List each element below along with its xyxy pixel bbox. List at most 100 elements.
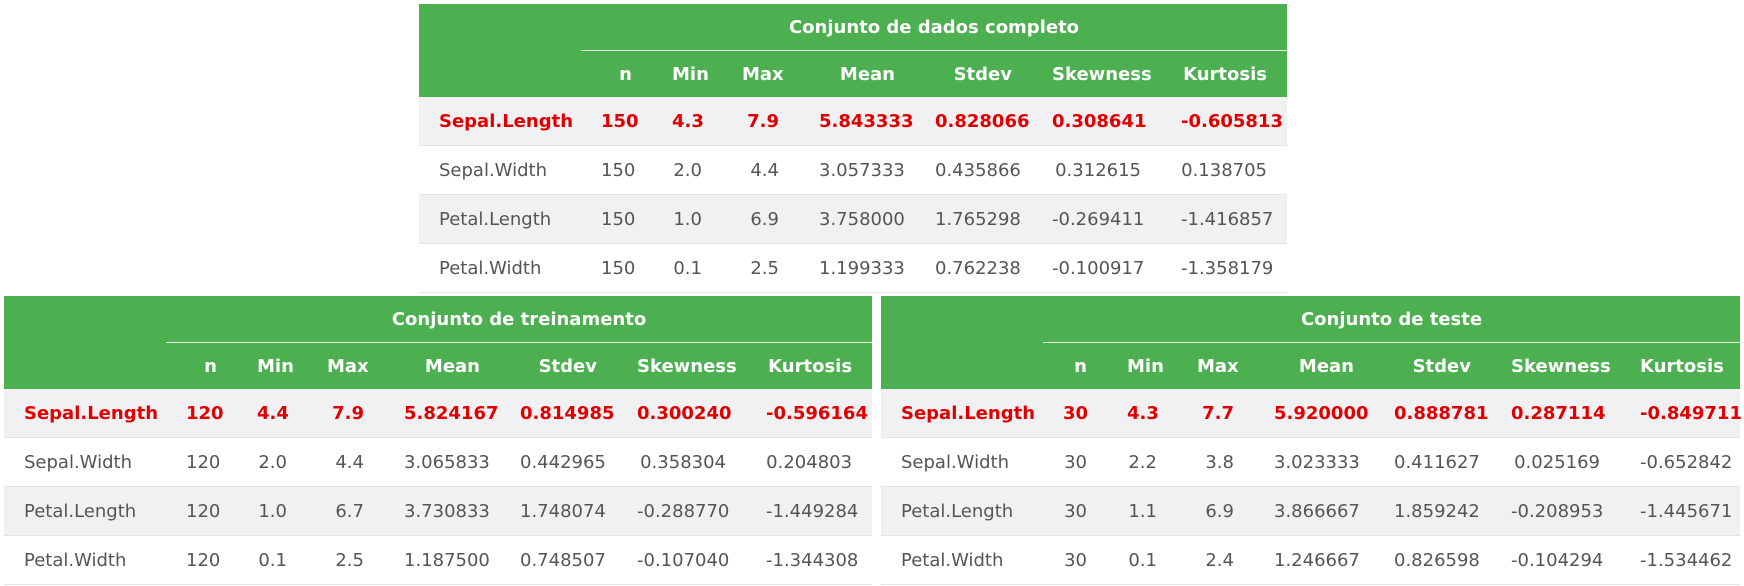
test-set-table: Conjunto de teste n Min Max Mean Stdev S…	[881, 296, 1742, 585]
table-row: Petal.Width 150 0.1 2.5 1.199333 0.762238 -0.1…	[419, 243, 1288, 293]
cell-mean: 3.758000	[799, 194, 915, 244]
table-row: Sepal.Length 30 4.3 7.7 5.920000 0.888781 0.28…	[881, 389, 1742, 438]
cell-skewness: -0.288770	[617, 486, 746, 536]
row-label-header	[881, 342, 1043, 389]
cell-kurtosis: -1.445671	[1620, 486, 1740, 536]
cell-stdev: 0.762238	[915, 243, 1032, 293]
cell-max: 2.4	[1177, 535, 1254, 585]
table-row: Sepal.Length 150 4.3 7.9 5.843333 0.828066 0.3…	[419, 97, 1288, 146]
cell-n: 120	[166, 437, 237, 487]
table-row: Sepal.Width 150 2.0 4.4 3.057333 0.435866 0.31…	[419, 145, 1288, 195]
cell-max: 7.9	[307, 389, 384, 438]
column-header-stdev: Stdev	[500, 342, 617, 389]
cell-skewness: -0.208953	[1491, 486, 1620, 536]
cell-skewness: 0.312615	[1032, 145, 1161, 195]
cell-skewness: 0.300240	[617, 389, 746, 438]
cell-min: 2.0	[237, 437, 307, 487]
column-header-max: Max	[307, 342, 384, 389]
cell-stdev: 0.748507	[500, 535, 617, 585]
cell-mean: 3.866667	[1254, 486, 1374, 536]
cell-max: 2.5	[722, 243, 799, 293]
column-header-max: Max	[1177, 342, 1254, 389]
row-label: Sepal.Length	[881, 389, 1043, 438]
cell-stdev: 0.888781	[1374, 389, 1491, 438]
cell-mean: 5.920000	[1254, 389, 1374, 438]
cell-max: 3.8	[1177, 437, 1254, 487]
cell-kurtosis: -1.449284	[746, 486, 873, 536]
cell-kurtosis: -1.344308	[746, 535, 873, 585]
column-header-min: Min	[237, 342, 307, 389]
cell-skewness: 0.025169	[1491, 437, 1620, 487]
column-header-kurtosis: Kurtosis	[1161, 50, 1288, 97]
group-header-spacer	[4, 296, 166, 343]
row-label: Petal.Width	[881, 535, 1043, 585]
table-title: Conjunto de treinamento	[166, 296, 873, 343]
cell-max: 4.4	[307, 437, 384, 487]
cell-skewness: -0.269411	[1032, 194, 1161, 244]
cell-max: 6.7	[307, 486, 384, 536]
cell-stdev: 0.411627	[1374, 437, 1491, 487]
cell-stdev: 1.748074	[500, 486, 617, 536]
cell-n: 120	[166, 486, 237, 536]
cell-kurtosis: -0.849711	[1620, 389, 1742, 438]
cell-max: 4.4	[722, 145, 799, 195]
cell-stdev: 0.442965	[500, 437, 617, 487]
cell-skewness: 0.287114	[1491, 389, 1620, 438]
cell-skewness: 0.358304	[617, 437, 746, 487]
cell-min: 0.1	[237, 535, 307, 585]
cell-n: 30	[1043, 486, 1107, 536]
column-header-min: Min	[1107, 342, 1177, 389]
cell-mean: 1.246667	[1254, 535, 1374, 585]
table-row: Sepal.Length 120 4.4 7.9 5.824167 0.814985 0.3…	[4, 389, 873, 438]
cell-mean: 3.065833	[384, 437, 500, 487]
row-label: Petal.Length	[4, 486, 166, 536]
training-set-table: Conjunto de treinamento n Min Max Mean S…	[4, 296, 873, 585]
row-label: Sepal.Length	[419, 97, 581, 146]
row-label: Petal.Width	[419, 243, 581, 293]
cell-n: 150	[581, 97, 652, 146]
row-label: Petal.Width	[4, 535, 166, 585]
row-label-header	[419, 50, 581, 97]
cell-mean: 1.199333	[799, 243, 915, 293]
cell-min: 1.0	[237, 486, 307, 536]
cell-max: 7.9	[722, 97, 799, 146]
cell-min: 4.3	[652, 97, 722, 146]
cell-min: 0.1	[1107, 535, 1177, 585]
column-header-stdev: Stdev	[1374, 342, 1491, 389]
table-title: Conjunto de dados completo	[581, 4, 1288, 51]
cell-mean: 3.730833	[384, 486, 500, 536]
cell-max: 7.7	[1177, 389, 1254, 438]
cell-max: 6.9	[722, 194, 799, 244]
table-row: Sepal.Width 120 2.0 4.4 3.065833 0.442965 0.35…	[4, 437, 873, 487]
cell-min: 4.3	[1107, 389, 1177, 438]
table-row: Petal.Length 150 1.0 6.9 3.758000 1.765298 -0.…	[419, 194, 1288, 244]
cell-n: 120	[166, 535, 237, 585]
column-header-mean: Mean	[384, 342, 500, 389]
cell-kurtosis: -1.358179	[1161, 243, 1288, 293]
cell-kurtosis: -0.652842	[1620, 437, 1740, 487]
cell-min: 0.1	[652, 243, 722, 293]
cell-n: 150	[581, 194, 652, 244]
row-label: Sepal.Width	[419, 145, 581, 195]
column-header-n: n	[581, 50, 652, 97]
cell-n: 120	[166, 389, 237, 438]
column-header-kurtosis: Kurtosis	[1620, 342, 1740, 389]
table-title: Conjunto de teste	[1043, 296, 1740, 343]
cell-mean: 1.187500	[384, 535, 500, 585]
table-row: Sepal.Width 30 2.2 3.8 3.023333 0.411627 0.025…	[881, 437, 1740, 487]
cell-n: 150	[581, 243, 652, 293]
column-header-skewness: Skewness	[1032, 50, 1161, 97]
cell-min: 1.1	[1107, 486, 1177, 536]
cell-skewness: -0.100917	[1032, 243, 1161, 293]
cell-min: 2.0	[652, 145, 722, 195]
group-header-spacer	[419, 4, 581, 51]
cell-kurtosis: -0.605813	[1161, 97, 1288, 146]
cell-kurtosis: -1.534462	[1620, 535, 1740, 585]
row-label: Sepal.Width	[881, 437, 1043, 487]
column-header-max: Max	[722, 50, 799, 97]
cell-skewness: 0.308641	[1032, 97, 1161, 146]
table-row: Petal.Length 120 1.0 6.7 3.730833 1.748074 -0.…	[4, 486, 873, 536]
cell-stdev: 0.435866	[915, 145, 1032, 195]
row-label: Petal.Length	[419, 194, 581, 244]
cell-mean: 5.824167	[384, 389, 500, 438]
